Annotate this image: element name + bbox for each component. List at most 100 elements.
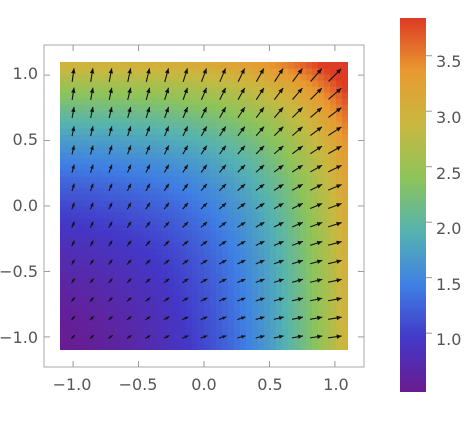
- heatmap-cell: [192, 194, 199, 201]
- heatmap-cell: [216, 62, 223, 69]
- heatmap-cell: [222, 230, 229, 237]
- heatmap-cell: [138, 224, 145, 231]
- vector-arrow: [182, 259, 189, 265]
- heatmap-cell: [342, 74, 348, 81]
- heatmap-cell: [174, 266, 181, 273]
- heatmap-cell: [276, 188, 283, 195]
- heatmap-cell: [312, 206, 319, 213]
- heatmap-cell: [102, 134, 109, 141]
- heatmap-cell: [138, 146, 145, 153]
- heatmap-cell: [102, 278, 109, 285]
- heatmap-cell: [300, 332, 307, 339]
- heatmap-cell: [114, 122, 121, 129]
- heatmap-cell: [312, 326, 319, 333]
- heatmap-cell: [66, 164, 73, 171]
- heatmap-cell: [96, 272, 103, 279]
- heatmap-cell: [72, 194, 79, 201]
- heatmap-cell: [222, 170, 229, 177]
- heatmap-cell: [96, 152, 103, 159]
- heatmap-cell: [222, 284, 229, 291]
- heatmap-cell: [168, 98, 175, 105]
- heatmap-cell: [114, 332, 121, 339]
- heatmap-cell: [132, 74, 139, 81]
- vector-arrow: [255, 316, 265, 320]
- heatmap-cell: [318, 152, 325, 159]
- heatmap-cell: [90, 140, 97, 147]
- vector-arrow: [89, 68, 95, 82]
- heatmap-cell: [324, 296, 331, 303]
- vector-arrow: [108, 145, 113, 155]
- heatmap-cell: [294, 92, 301, 99]
- vector-arrow: [163, 183, 170, 192]
- y-tick-label: 0.5: [13, 130, 38, 149]
- heatmap-cell: [204, 140, 211, 147]
- vector-arrow: [273, 316, 284, 321]
- vector-arrow: [255, 240, 265, 247]
- heatmap-cell: [324, 248, 331, 255]
- heatmap-cell: [60, 194, 67, 201]
- heatmap-cell: [174, 308, 181, 315]
- heatmap-cell: [228, 104, 235, 111]
- heatmap-cell: [120, 104, 127, 111]
- heatmap-cell: [174, 212, 181, 219]
- heatmap-cell: [66, 248, 73, 255]
- heatmap-cell: [150, 248, 157, 255]
- heatmap-cell: [132, 68, 139, 75]
- vector-arrow: [163, 221, 170, 228]
- heatmap-cell: [210, 326, 217, 333]
- vector-arrow: [127, 106, 132, 119]
- heatmap-cell: [264, 176, 271, 183]
- heatmap-cell: [96, 308, 103, 315]
- heatmap-cell: [180, 80, 187, 87]
- heatmap-cell: [336, 128, 343, 135]
- heatmap-cell: [300, 182, 307, 189]
- heatmap-cell: [162, 200, 169, 207]
- heatmap-cell: [300, 314, 307, 321]
- vector-arrow: [237, 297, 246, 302]
- heatmap-cell: [276, 344, 283, 350]
- heatmap-cell: [222, 212, 229, 219]
- heatmap-cell: [342, 164, 348, 171]
- heatmap-cell: [312, 188, 319, 195]
- heatmap-cell: [66, 320, 73, 327]
- heatmap-cell: [96, 296, 103, 303]
- heatmap-cell: [306, 170, 313, 177]
- heatmap-cell: [342, 314, 348, 321]
- heatmap-cell: [282, 140, 289, 147]
- vector-arrow: [310, 126, 323, 136]
- heatmap-cell: [258, 92, 265, 99]
- heatmap-cell: [180, 290, 187, 297]
- heatmap-cell: [186, 236, 193, 243]
- heatmap-cell: [330, 122, 337, 129]
- heatmap-cell: [324, 128, 331, 135]
- heatmap-cell: [210, 104, 217, 111]
- vector-arrow: [182, 183, 189, 192]
- heatmap-cell: [66, 122, 73, 129]
- heatmap-cell: [216, 320, 223, 327]
- heatmap-cell: [246, 230, 253, 237]
- vector-arrow: [182, 68, 189, 82]
- heatmap-cell: [312, 98, 319, 105]
- heatmap-cell: [174, 254, 181, 261]
- heatmap-cell: [60, 284, 67, 291]
- vector-arrow: [255, 221, 265, 228]
- heatmap-cell: [180, 140, 187, 147]
- heatmap-cell: [114, 254, 121, 261]
- heatmap-cell: [78, 344, 85, 350]
- heatmap-cell: [72, 98, 79, 105]
- vector-arrow: [89, 259, 94, 265]
- vector-arrow: [71, 297, 76, 302]
- heatmap-cell: [234, 278, 241, 285]
- heatmap-cell: [300, 320, 307, 327]
- heatmap-cell: [114, 284, 121, 291]
- heatmap-cell: [150, 242, 157, 249]
- heatmap-cell: [174, 182, 181, 189]
- heatmap-cell: [162, 80, 169, 87]
- heatmap-cell: [96, 320, 103, 327]
- heatmap-cell: [114, 278, 121, 285]
- heatmap-cell: [336, 134, 343, 141]
- heatmap-cell: [90, 116, 97, 123]
- heatmap-cell: [264, 278, 271, 285]
- heatmap-cell: [72, 116, 79, 123]
- heatmap-cell: [210, 122, 217, 129]
